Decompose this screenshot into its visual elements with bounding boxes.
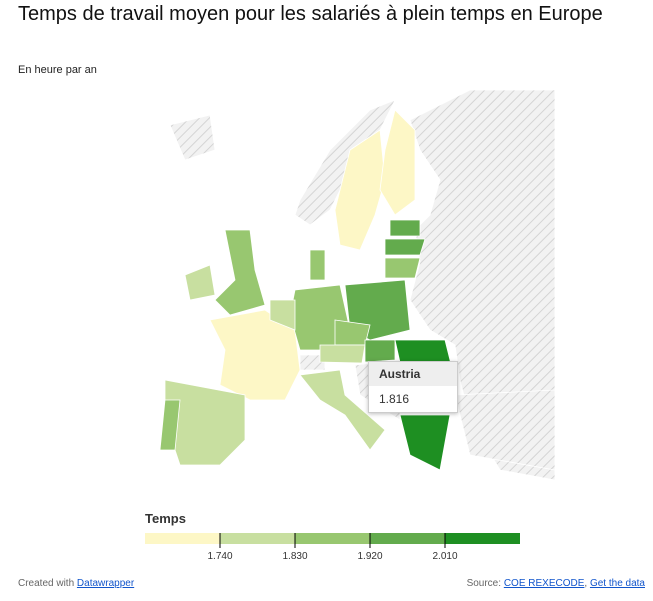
latvia xyxy=(384,238,426,256)
austria xyxy=(319,344,366,364)
tooltip: Austria 1.816 xyxy=(368,361,458,413)
benelux xyxy=(269,299,296,331)
tooltip-value: 1.816 xyxy=(379,392,410,406)
lithuania xyxy=(384,257,421,279)
legend-swatch xyxy=(370,533,445,544)
source-link[interactable]: COE REXECODE xyxy=(503,578,585,589)
legend-swatch xyxy=(295,533,370,544)
legend-tick-label: 2.010 xyxy=(432,551,457,562)
credit: Created with Datawrapper xyxy=(18,578,134,589)
title: Temps de travail moyen pour les salariés… xyxy=(18,3,603,25)
legend-swatch xyxy=(445,533,520,544)
italy xyxy=(299,369,386,451)
no-data-switzerland xyxy=(299,354,326,371)
legend: 1.740 1.830 1.920 2.010 xyxy=(145,533,520,562)
sweden xyxy=(334,129,386,251)
legend-tick-label: 1.920 xyxy=(357,551,382,562)
legend-tick-label: 1.830 xyxy=(282,551,307,562)
data-link[interactable]: Get the data xyxy=(589,578,645,589)
credit-link[interactable]: Datawrapper xyxy=(76,578,135,589)
legend-swatch xyxy=(220,533,295,544)
finland xyxy=(379,109,416,216)
portugal xyxy=(159,399,181,451)
hungary xyxy=(364,339,396,363)
estonia xyxy=(389,219,421,237)
tooltip-name: Austria xyxy=(369,362,457,386)
uk xyxy=(214,229,266,316)
subtitle: En heure par an xyxy=(18,64,97,76)
denmark xyxy=(309,249,326,281)
greece xyxy=(399,414,451,471)
source: Source: COE REXECODE, Get the data xyxy=(467,578,645,589)
no-data-turkey xyxy=(454,389,556,471)
countries xyxy=(159,89,556,481)
source-label: Source: xyxy=(466,578,502,589)
legend-swatch xyxy=(145,533,220,544)
ireland xyxy=(184,264,216,301)
separator: , xyxy=(584,578,588,589)
legend-tick-label: 1.740 xyxy=(207,551,232,562)
no-data-iceland xyxy=(169,114,216,161)
legend-title: Temps xyxy=(145,511,186,526)
no-data-east xyxy=(409,89,556,481)
credit-text: Created with xyxy=(18,578,75,589)
